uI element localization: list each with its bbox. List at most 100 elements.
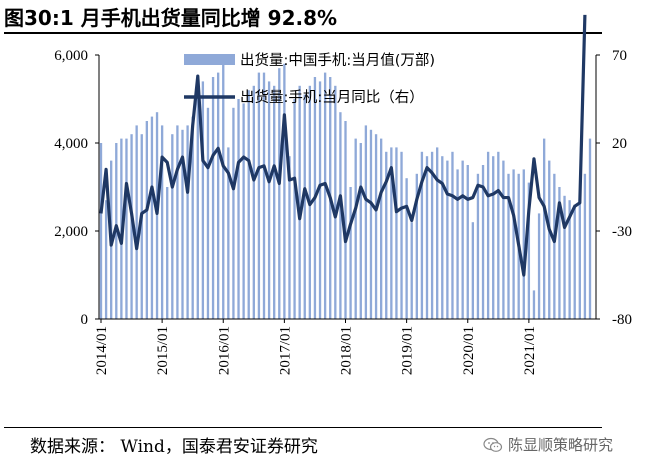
bar [252, 85, 255, 319]
bar [166, 187, 169, 319]
bar [390, 147, 393, 319]
bar [476, 173, 480, 319]
left-tick-label: 6,000 [54, 48, 88, 64]
bar [441, 156, 444, 319]
x-tick-label: 2015/01 [155, 326, 171, 375]
bar [278, 68, 281, 319]
axes [98, 55, 597, 320]
bar [237, 99, 240, 319]
bar [507, 173, 510, 319]
bar [492, 156, 495, 319]
bar [446, 160, 449, 319]
bar [553, 173, 556, 319]
bar [196, 90, 199, 319]
bar [339, 112, 342, 319]
bar [155, 112, 159, 319]
left-tick-label: 0 [81, 312, 89, 328]
bar [461, 160, 464, 319]
bar [273, 85, 276, 319]
bar [471, 222, 475, 319]
bar [206, 107, 210, 319]
bar [405, 178, 408, 319]
bar [191, 116, 194, 319]
bar [563, 195, 566, 319]
bar [359, 143, 362, 319]
legend-bar-swatch [184, 54, 235, 65]
bar [364, 125, 368, 320]
bar [257, 72, 261, 319]
bar [222, 63, 225, 319]
bar [410, 222, 413, 319]
bar [349, 187, 352, 319]
watermark-text: 陈显顺策略研究 [508, 436, 614, 454]
bar [456, 169, 459, 319]
legend-line-label: 出货量:手机:当月同比（右） [240, 89, 424, 106]
bar [568, 200, 571, 319]
bar [145, 121, 149, 319]
x-tick-label: 2014/01 [94, 326, 110, 375]
bar [430, 151, 434, 319]
bar [232, 107, 235, 319]
bar [578, 191, 581, 319]
x-tick-label: 2021/01 [522, 326, 538, 375]
legend: 出货量:中国手机:当月值(万部) 出货量:手机:当月同比（右） [184, 52, 435, 106]
bar [522, 169, 525, 319]
legend-bar-label: 出货量:中国手机:当月值(万部) [240, 52, 435, 69]
bar [298, 85, 301, 319]
bar [334, 85, 337, 319]
bar [425, 156, 429, 319]
bar [369, 129, 373, 319]
bar [573, 204, 576, 319]
bar [227, 147, 230, 319]
bar [481, 165, 485, 319]
right-tick-label: 20 [612, 136, 627, 152]
bar [267, 81, 271, 320]
yoy-line [99, 14, 587, 277]
line-series [99, 14, 587, 277]
bar [354, 138, 357, 319]
bar [502, 160, 505, 319]
footer-divider [4, 427, 602, 428]
bar [415, 173, 418, 319]
bar [262, 72, 266, 319]
bar [344, 121, 347, 319]
bar [150, 116, 154, 319]
bar [201, 81, 205, 320]
bar [323, 72, 327, 319]
bar [176, 125, 179, 320]
bar [400, 151, 403, 319]
x-tick-label: 2017/01 [277, 326, 293, 375]
bar [135, 125, 138, 320]
bar [537, 213, 541, 319]
bar [303, 94, 306, 319]
bar [497, 151, 500, 319]
title-underline [4, 32, 602, 34]
bar [130, 134, 133, 319]
bar [99, 143, 103, 319]
bar [247, 90, 250, 319]
bar [140, 134, 143, 319]
x-tick-label: 2016/01 [216, 326, 232, 375]
bar [527, 182, 531, 319]
chart-title: 图30:1 月手机出货量同比增 92.8% [4, 6, 338, 30]
bar [548, 160, 551, 319]
wechat-icon [483, 437, 503, 452]
bar [466, 165, 469, 319]
bar [104, 200, 108, 319]
bar [318, 81, 322, 320]
bar [542, 138, 546, 319]
left-tick-label: 4,000 [54, 136, 88, 152]
x-tick-label: 2018/01 [339, 326, 355, 375]
bar [436, 147, 439, 319]
bar [160, 125, 164, 320]
bar [171, 134, 174, 319]
watermark: 陈显顺策略研究 [483, 434, 613, 455]
bar [583, 173, 587, 319]
right-tick-label: -30 [612, 224, 632, 240]
bar [293, 99, 296, 319]
bar [181, 129, 184, 319]
bar [379, 138, 383, 319]
x-tick-label: 2019/01 [400, 326, 416, 375]
bar [420, 151, 424, 319]
